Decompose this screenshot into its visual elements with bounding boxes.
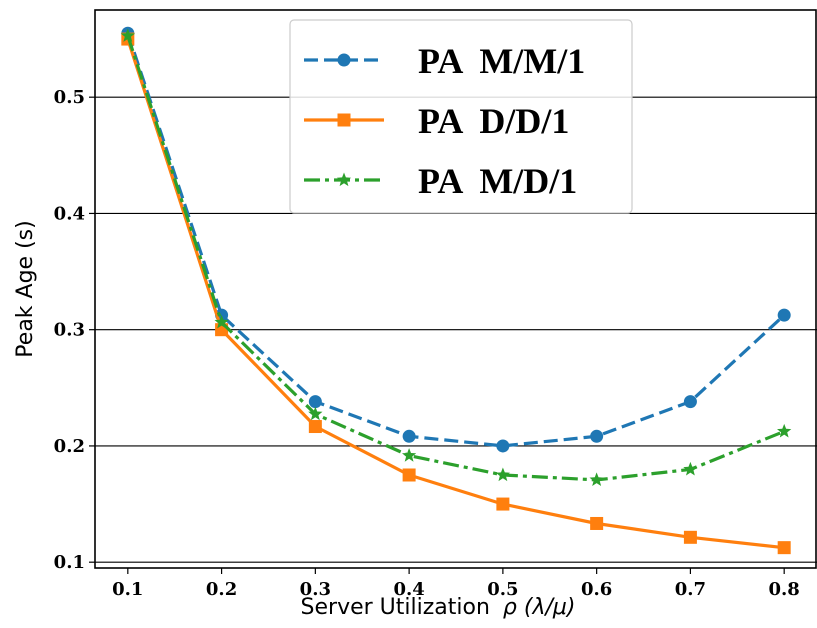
data-point [496, 439, 510, 453]
x-axis-label-text: Server Utilization [301, 595, 490, 620]
data-point [496, 497, 510, 511]
data-point [308, 406, 323, 421]
x-tick-label: 0.3 [300, 579, 331, 600]
legend-label: PA M/D/1 [418, 161, 577, 201]
series-line [126, 32, 786, 448]
data-point [402, 448, 417, 462]
data-point [589, 472, 604, 486]
x-tick-label: 0.6 [581, 579, 612, 600]
y-tick-label: 0.1 [54, 552, 85, 573]
data-point [777, 541, 791, 555]
x-tick-label: 0.4 [393, 579, 424, 600]
plot-area-frame [94, 9, 817, 569]
y-tick-label: 0.3 [54, 320, 85, 341]
legend-item: PA M/M/1 [304, 41, 585, 81]
legend: PA M/M/1 PA D/D/1 PA M/D/1 [289, 19, 633, 214]
series-line [126, 38, 785, 550]
data-series [120, 26, 792, 555]
x-tick-label: 0.8 [769, 579, 800, 600]
x-tick-label: 0.1 [112, 579, 143, 600]
data-point [308, 395, 322, 409]
x-tick-label: 0.5 [487, 579, 518, 600]
series-3 [120, 28, 792, 486]
data-point [683, 530, 697, 544]
y-axis-label: Peak Age (s) [13, 220, 38, 357]
series-line [126, 35, 785, 482]
x-axis-label: Server Utilization ρ (λ/μ) [301, 595, 576, 620]
legend-box [289, 19, 633, 214]
y-tick-label: 0.4 [54, 203, 85, 224]
data-point [590, 429, 604, 443]
x-axis-label-math: ρ (λ/μ) [503, 595, 576, 620]
x-tick-label: 0.7 [675, 579, 706, 600]
data-point [495, 467, 510, 482]
data-point [777, 423, 792, 438]
legend-item: PA D/D/1 [304, 101, 569, 141]
legend-item: PA M/D/1 [304, 161, 577, 201]
data-point [402, 429, 416, 443]
legend-label: PA M/M/1 [418, 41, 585, 81]
y-tick-label: 0.5 [54, 87, 85, 108]
data-point [120, 28, 135, 42]
data-point [402, 468, 416, 482]
legend-marker [337, 53, 351, 67]
y-tick-label: 0.2 [54, 436, 85, 457]
legend-marker [336, 172, 352, 187]
data-point [308, 420, 322, 434]
data-point [683, 395, 697, 409]
data-point [214, 314, 229, 329]
data-point [777, 308, 791, 322]
legend-label: PA D/D/1 [418, 101, 569, 141]
legend-marker [337, 113, 351, 127]
axis-ticks: 0.1 0.2 0.3 0.4 0.5 0.1 0.2 0.3 0.4 0.5 0.6 0.7 0.8 [54, 87, 800, 600]
x-tick-label: 0.2 [206, 579, 237, 600]
series-1 [121, 26, 791, 453]
data-point [590, 516, 604, 530]
data-point [683, 461, 698, 476]
